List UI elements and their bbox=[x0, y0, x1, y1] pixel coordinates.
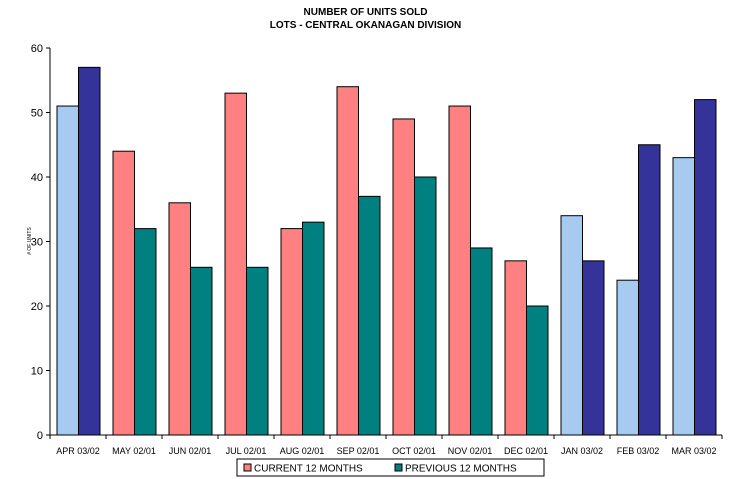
bar-previous-7 bbox=[470, 247, 493, 436]
x-tick-label: MAY 02/01 bbox=[112, 446, 156, 456]
x-tick-label: FEB 03/02 bbox=[617, 446, 660, 456]
legend-box bbox=[236, 458, 545, 477]
bar-previous-11 bbox=[694, 99, 717, 436]
bar-previous-2 bbox=[190, 266, 213, 436]
y-tick-label: 60 bbox=[31, 43, 43, 55]
bar-current-6 bbox=[392, 118, 415, 436]
x-tick-label: JUN 02/01 bbox=[169, 446, 212, 456]
bar-previous-6 bbox=[414, 176, 437, 436]
x-tick-label: JAN 03/02 bbox=[561, 446, 603, 456]
bar-current-0 bbox=[56, 105, 79, 436]
bar-current-4 bbox=[280, 228, 303, 436]
legend-label-current: CURRENT 12 MONTHS bbox=[254, 464, 363, 475]
bar-current-7 bbox=[448, 105, 471, 436]
bar-current-11 bbox=[672, 157, 695, 436]
chart-title: NUMBER OF UNITS SOLD bbox=[303, 7, 428, 18]
bar-previous-4 bbox=[302, 221, 325, 436]
bar-current-5 bbox=[336, 86, 359, 436]
legend-swatch-previous bbox=[394, 463, 403, 472]
x-tick-label: APR 03/02 bbox=[56, 446, 100, 456]
x-tick-label: MAR 03/02 bbox=[671, 446, 716, 456]
chart-subtitle: LOTS - CENTRAL OKANAGAN DIVISION bbox=[269, 20, 462, 31]
legend-label-previous: PREVIOUS 12 MONTHS bbox=[405, 464, 517, 475]
legend-swatch-current bbox=[243, 463, 252, 472]
x-tick-label: JUL 02/01 bbox=[226, 446, 267, 456]
bar-previous-5 bbox=[358, 195, 381, 436]
bar-previous-1 bbox=[134, 228, 157, 436]
bar-previous-10 bbox=[638, 144, 661, 436]
y-tick-label: 50 bbox=[31, 108, 43, 120]
y-tick-label: 30 bbox=[31, 237, 43, 249]
y-tick-label: 10 bbox=[31, 366, 43, 378]
y-tick-label: 0 bbox=[37, 430, 43, 442]
x-tick-label: NOV 02/01 bbox=[448, 446, 493, 456]
bar-previous-9 bbox=[582, 260, 605, 436]
y-tick-label: 40 bbox=[31, 172, 43, 184]
bar-previous-0 bbox=[78, 66, 101, 436]
x-tick-label: OCT 02/01 bbox=[392, 446, 436, 456]
bar-current-9 bbox=[560, 215, 583, 436]
x-tick-label: DEC 02/01 bbox=[504, 446, 548, 456]
bar-current-1 bbox=[112, 150, 135, 436]
x-tick-label: AUG 02/01 bbox=[280, 446, 325, 456]
x-tick-label: SEP 02/01 bbox=[337, 446, 380, 456]
bar-current-8 bbox=[504, 260, 527, 436]
bar-previous-8 bbox=[526, 305, 549, 436]
bar-current-10 bbox=[616, 279, 639, 436]
y-axis-label: # OF UNITS bbox=[27, 227, 33, 255]
bar-current-2 bbox=[168, 202, 191, 436]
bar-current-3 bbox=[224, 92, 247, 436]
y-tick-label: 20 bbox=[31, 301, 43, 313]
bar-previous-3 bbox=[246, 266, 269, 436]
